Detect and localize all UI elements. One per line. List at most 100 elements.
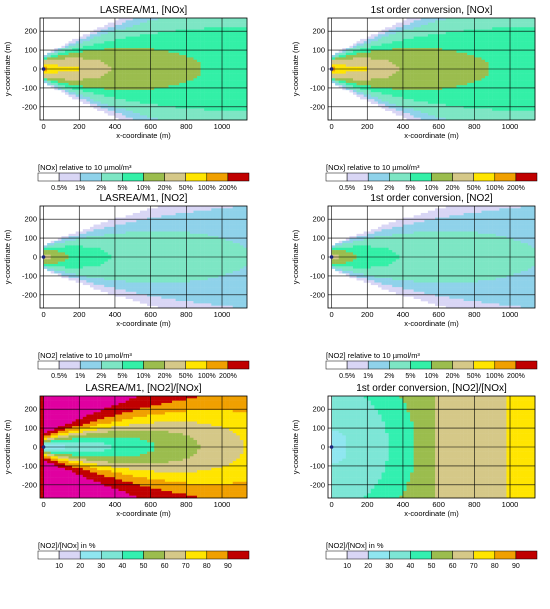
heat-cell (424, 99, 429, 102)
heat-cell (164, 71, 169, 74)
heat-cell (189, 55, 194, 58)
heat-cell (218, 18, 223, 21)
heat-cell (502, 78, 507, 81)
heat-cell (488, 57, 493, 60)
heat-cell (520, 115, 525, 118)
heat-cell (410, 96, 414, 100)
heat-cell (132, 20, 137, 23)
heat-cell (175, 29, 180, 33)
heat-cell (488, 103, 493, 107)
heat-cell (427, 48, 432, 51)
heat-cell (463, 22, 468, 26)
heat-cell (125, 259, 130, 262)
heat-cell (214, 85, 219, 88)
heat-cell (132, 71, 137, 74)
heat-cell (360, 82, 364, 86)
heat-cell (510, 82, 514, 86)
heat-cell (356, 69, 361, 72)
heat-cell (370, 101, 375, 105)
heat-cell (61, 80, 66, 84)
heat-cell (410, 50, 414, 54)
heat-cell (229, 113, 233, 116)
heat-cell (154, 59, 159, 63)
heat-cell (111, 80, 116, 84)
heat-cell (82, 245, 87, 248)
heat-cell (214, 101, 219, 105)
heat-cell (197, 71, 201, 74)
heat-cell (68, 64, 73, 67)
heat-cell (125, 24, 130, 28)
heat-cell (517, 34, 521, 37)
heat-cell (374, 43, 379, 47)
heat-cell (64, 259, 69, 262)
heat-cell (417, 80, 422, 84)
heat-cell (342, 78, 347, 81)
heat-cell (456, 108, 461, 111)
heat-cell (481, 92, 486, 95)
heat-cell (161, 92, 166, 95)
heat-cell (218, 106, 223, 109)
heat-cell (114, 284, 119, 288)
heat-cell (122, 266, 126, 269)
heat-cell (125, 106, 130, 109)
heat-cell (413, 62, 418, 65)
heat-cell (79, 261, 84, 265)
heat-cell (225, 62, 230, 65)
heat-cell (243, 110, 248, 114)
heat-cell (86, 69, 91, 72)
heat-cell (104, 238, 109, 242)
heat-cell (236, 75, 241, 79)
heat-cell (118, 219, 123, 223)
heat-cell (118, 96, 123, 100)
heat-cell (338, 52, 343, 56)
heat-cell (72, 45, 76, 49)
heat-cell (492, 29, 496, 33)
heat-cell (186, 48, 191, 51)
heat-cell (435, 34, 439, 37)
heat-cell (150, 113, 155, 116)
heat-cell (342, 73, 347, 77)
heat-cell (136, 24, 141, 28)
heat-cell (474, 59, 479, 63)
heat-cell (111, 224, 116, 228)
heat-cell (54, 252, 59, 255)
heat-cell (377, 59, 382, 63)
heat-cell (129, 117, 134, 121)
heat-cell (150, 85, 155, 88)
heat-cell (47, 78, 51, 81)
heat-cell (72, 92, 76, 95)
heat-cell (111, 85, 116, 88)
heat-cell (89, 280, 94, 283)
heat-cell (222, 92, 226, 95)
heat-cell (485, 108, 489, 111)
heat-cell (168, 71, 173, 74)
heat-cell (229, 55, 233, 58)
heat-cell (413, 89, 418, 93)
heat-cell (381, 85, 386, 88)
heat-cell (427, 89, 432, 93)
heat-cell (172, 20, 176, 23)
heat-cell (424, 101, 429, 105)
heat-cell (452, 62, 457, 65)
heat-cell (424, 89, 429, 93)
heat-cell (179, 80, 184, 84)
heat-cell (381, 75, 386, 79)
heat-cell (435, 69, 439, 72)
heat-cell (467, 52, 472, 56)
heat-cell (374, 64, 379, 67)
heat-cell (50, 55, 55, 58)
heat-cell (456, 41, 461, 44)
heat-cell (97, 41, 101, 44)
heat-cell (97, 240, 101, 244)
heat-cell (367, 82, 372, 86)
heat-cell (243, 57, 248, 60)
heat-cell (114, 245, 119, 248)
heat-cell (147, 55, 151, 58)
heat-cell (143, 101, 148, 105)
heat-cell (406, 66, 411, 70)
heat-cell (100, 82, 105, 86)
heat-cell (150, 96, 155, 100)
heat-cell (360, 59, 364, 63)
heat-cell (93, 261, 98, 265)
heat-cell (150, 22, 155, 26)
